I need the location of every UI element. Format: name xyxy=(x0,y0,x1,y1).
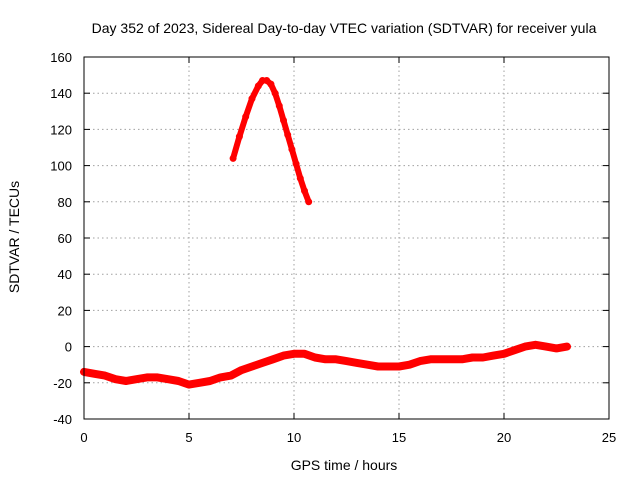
series-peak-point xyxy=(242,113,250,121)
series-baseline-point xyxy=(511,346,518,354)
series-baseline-point xyxy=(427,355,434,363)
series-baseline-point xyxy=(311,354,319,361)
series-peak-point xyxy=(296,174,304,182)
series-peak-line xyxy=(230,77,312,205)
x-tick-label: 10 xyxy=(287,430,301,445)
series-baseline-point xyxy=(154,373,161,381)
series-baseline-point xyxy=(290,350,298,358)
series-baseline-point xyxy=(448,355,455,363)
series-baseline-point xyxy=(521,343,529,351)
grid-layer xyxy=(84,57,609,419)
series-baseline-point xyxy=(301,350,308,358)
series-baseline-point xyxy=(458,355,466,363)
y-axis-label: SDTVAR / TECUs xyxy=(6,181,22,293)
series-baseline-point xyxy=(248,363,256,370)
series-baseline-point xyxy=(143,373,151,381)
y-tick-label: 0 xyxy=(65,340,72,355)
series-peak-point xyxy=(267,80,275,88)
series-layer xyxy=(80,77,571,389)
series-peak-point xyxy=(288,145,296,153)
series-peak-point xyxy=(229,154,237,162)
series-baseline-point xyxy=(101,372,109,380)
x-tick-label: 5 xyxy=(185,430,192,445)
series-peak-point xyxy=(275,102,283,110)
tick-layer: 0 5 10 15 20 25 -40 -20 0 20 40 60 80 100 120 140 160 xyxy=(50,50,616,445)
series-peak-point xyxy=(292,160,300,168)
series-baseline-point xyxy=(185,381,193,389)
y-tick-label: 100 xyxy=(50,159,72,174)
series-baseline-point xyxy=(280,352,287,360)
series-baseline-point xyxy=(343,357,350,365)
y-tick-label: -20 xyxy=(53,376,72,391)
y-tick-label: 80 xyxy=(58,195,72,210)
series-baseline-point xyxy=(500,350,508,358)
series-baseline-point xyxy=(164,375,172,383)
series-baseline-point xyxy=(112,375,119,383)
y-tick-label: 40 xyxy=(58,267,72,282)
x-tick-label: 20 xyxy=(497,430,511,445)
series-baseline-point xyxy=(91,370,98,378)
series-peak-point xyxy=(301,187,308,195)
series-baseline-point xyxy=(490,352,497,360)
series-baseline-point xyxy=(259,359,266,367)
series-peak-point xyxy=(248,95,256,103)
y-tick-label: 160 xyxy=(50,50,72,65)
y-tick-label: 140 xyxy=(50,86,72,101)
x-tick-label: 25 xyxy=(602,430,616,445)
series-baseline-point xyxy=(133,375,140,383)
x-tick-label: 0 xyxy=(80,430,87,445)
series-baseline-point xyxy=(374,363,382,370)
series-baseline-point xyxy=(269,355,277,363)
series-baseline-point xyxy=(238,366,245,374)
series-baseline-point xyxy=(395,363,403,370)
series-baseline-point xyxy=(332,355,340,363)
x-axis-label: GPS time / hours xyxy=(291,457,398,473)
series-peak-point xyxy=(235,133,243,141)
series-peak-point xyxy=(280,116,287,124)
series-baseline-point xyxy=(322,355,329,363)
series-baseline-point xyxy=(122,377,130,385)
series-peak-point xyxy=(254,82,262,90)
series-baseline-point xyxy=(217,373,224,381)
x-tick-label: 15 xyxy=(392,430,406,445)
series-baseline-point xyxy=(406,361,413,369)
series-peak-point xyxy=(305,198,313,206)
chart-title: Day 352 of 2023, Sidereal Day-to-day VTE… xyxy=(92,20,597,36)
series-baseline-point xyxy=(227,372,235,380)
series-baseline-point xyxy=(385,363,392,370)
y-tick-label: 60 xyxy=(58,231,72,246)
series-baseline-point xyxy=(469,354,476,361)
y-tick-label: -40 xyxy=(53,412,72,427)
series-baseline-point xyxy=(542,343,550,351)
y-tick-label: 120 xyxy=(50,122,72,137)
series-peak-point xyxy=(284,131,292,139)
series-baseline-point xyxy=(479,354,487,361)
series-baseline-point xyxy=(206,377,214,385)
series-baseline-point xyxy=(196,379,203,387)
series-baseline-point xyxy=(532,341,539,349)
series-baseline-point xyxy=(364,361,371,369)
series-peak-point xyxy=(271,89,279,97)
series-baseline-point xyxy=(416,357,424,365)
series-baseline-point xyxy=(563,343,571,351)
series-baseline-point xyxy=(553,344,560,352)
series-baseline-point xyxy=(175,377,182,385)
y-tick-label: 20 xyxy=(58,303,72,318)
series-baseline-point xyxy=(353,359,361,367)
series-baseline-point xyxy=(437,355,445,363)
